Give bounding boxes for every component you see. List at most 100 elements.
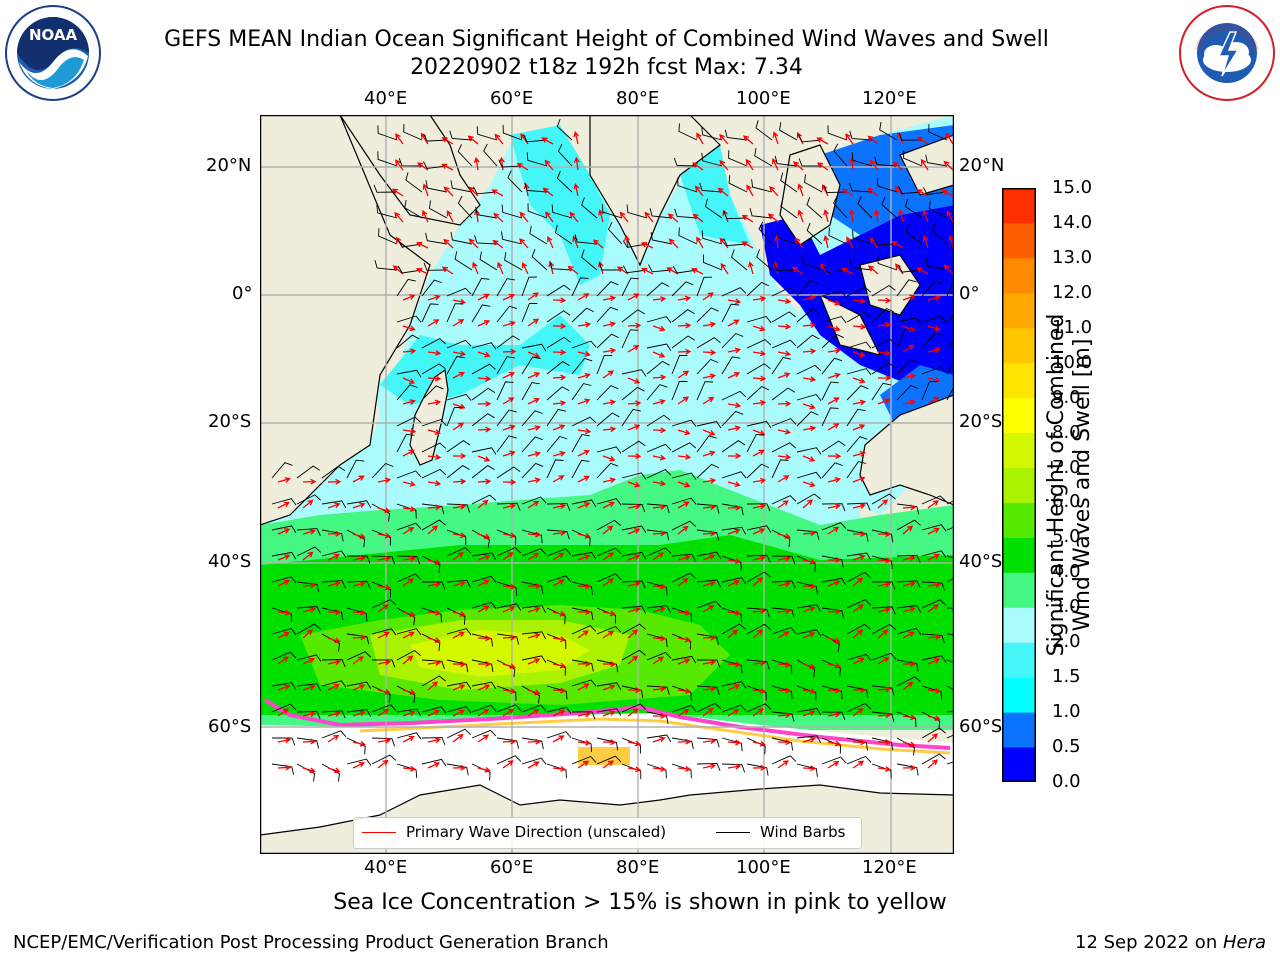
wave-direction-arrow: [552, 735, 565, 743]
wave-direction-arrow: [702, 450, 716, 457]
wind-barb: [721, 704, 747, 713]
wave-direction-arrow: [427, 319, 440, 327]
wave-direction-arrow: [415, 267, 429, 275]
wave-direction-arrow: [927, 347, 942, 354]
wind-barb: [296, 654, 322, 662]
colorbar-segment: [1002, 327, 1036, 364]
wind-barb: [771, 685, 793, 700]
wind-barb: [557, 143, 573, 167]
wind-barb: [396, 334, 420, 349]
wind-barb: [571, 737, 593, 752]
wave-direction-arrow: [552, 503, 567, 510]
wind-barb: [421, 607, 442, 623]
wind-barb: [871, 284, 896, 297]
wind-barb: [396, 315, 422, 323]
colorbar-segment: [1002, 677, 1036, 713]
wind-barb: [571, 459, 590, 479]
wave-direction-arrow: [452, 350, 467, 357]
wind-barb: [871, 493, 896, 505]
wave-direction-arrow: [652, 454, 667, 461]
wind-barb: [496, 502, 521, 511]
wind-barb: [471, 277, 490, 297]
wave-direction-arrow: [797, 209, 804, 223]
wave-direction-arrow: [452, 298, 467, 305]
wind-barb: [321, 465, 346, 479]
chart-title: GEFS MEAN Indian Ocean Significant Heigh…: [164, 27, 1049, 52]
wave-height-map: [260, 115, 954, 854]
wave-direction-arrow: [477, 635, 492, 642]
wave-direction-arrow: [527, 372, 541, 379]
wind-barb: [648, 264, 673, 273]
wave-direction-arrow: [627, 629, 639, 639]
wave-direction-arrow: [902, 294, 916, 301]
wind-barb: [421, 675, 446, 687]
wave-direction-arrow: [602, 684, 616, 691]
wave-direction-arrow: [502, 738, 517, 745]
wind-barb: [796, 604, 822, 612]
wave-direction-arrow: [802, 663, 816, 670]
wind-barb: [621, 623, 646, 635]
wind-barb: [746, 685, 767, 701]
wave-direction-arrow: [752, 449, 765, 457]
wave-direction-arrow: [327, 711, 341, 717]
wind-barb: [371, 754, 397, 765]
wind-barb: [371, 503, 391, 522]
wave-direction-arrow: [573, 130, 580, 145]
wave-direction-arrow: [377, 708, 390, 717]
wave-direction-arrow: [402, 526, 415, 535]
wind-barb: [546, 336, 571, 349]
wave-direction-arrow: [719, 159, 729, 171]
wave-direction-arrow: [527, 689, 541, 696]
wind-barb: [779, 122, 798, 141]
wave-direction-arrow: [898, 209, 904, 223]
wave-direction-arrow: [727, 298, 742, 305]
wave-direction-arrow: [677, 577, 689, 587]
wave-direction-arrow: [727, 739, 742, 746]
wind-barb: [846, 341, 872, 349]
wave-direction-arrow: [641, 267, 654, 275]
wind-barb: [596, 682, 622, 690]
wave-direction-arrow: [402, 348, 417, 355]
wave-direction-arrow: [727, 402, 742, 409]
wave-direction-arrow: [602, 321, 617, 328]
wind-barb: [621, 685, 644, 699]
wind-barb: [821, 711, 846, 720]
wind-barb: [846, 461, 867, 479]
sea-ice-caption: Sea Ice Concentration > 15% is shown in …: [333, 890, 947, 915]
wave-direction-arrow: [544, 159, 554, 171]
wind-barb: [546, 284, 571, 297]
wave-direction-arrow: [427, 454, 442, 461]
wind-barb: [871, 623, 896, 635]
wind-barb: [546, 529, 570, 540]
wave-direction-arrow: [527, 708, 540, 717]
wave-direction-arrow: [602, 610, 617, 617]
wave-direction-arrow: [377, 737, 392, 744]
wave-direction-arrow: [527, 477, 542, 484]
wind-barb: [496, 529, 517, 546]
wave-direction-arrow: [752, 688, 767, 694]
wave-direction-arrow: [277, 708, 290, 717]
wave-direction-arrow: [902, 714, 917, 721]
colorbar-tick-label: 3.0: [1052, 596, 1081, 618]
wind-barb: [896, 384, 919, 401]
wind-barb: [871, 581, 896, 590]
wave-direction-arrow: [277, 737, 292, 744]
wind-barb: [446, 579, 471, 588]
wave-direction-arrow: [752, 528, 766, 535]
wave-direction-arrow: [696, 236, 704, 249]
wave-direction-arrow: [927, 500, 939, 509]
wind-barb: [674, 208, 698, 219]
wind-barb: [796, 280, 818, 297]
wind-barb: [546, 607, 566, 625]
wave-direction-arrow: [877, 350, 892, 357]
wave-direction-arrow: [852, 687, 867, 693]
wind-barb: [601, 204, 623, 219]
wind-barb: [446, 659, 469, 673]
wind-barb: [421, 758, 447, 767]
wave-direction-arrow: [702, 349, 717, 356]
wind-barb: [696, 659, 721, 668]
wave-direction-arrow: [742, 135, 754, 145]
wave-direction-arrow: [402, 611, 416, 618]
wave-direction-arrow: [573, 182, 580, 197]
wind-barb: [551, 204, 573, 219]
